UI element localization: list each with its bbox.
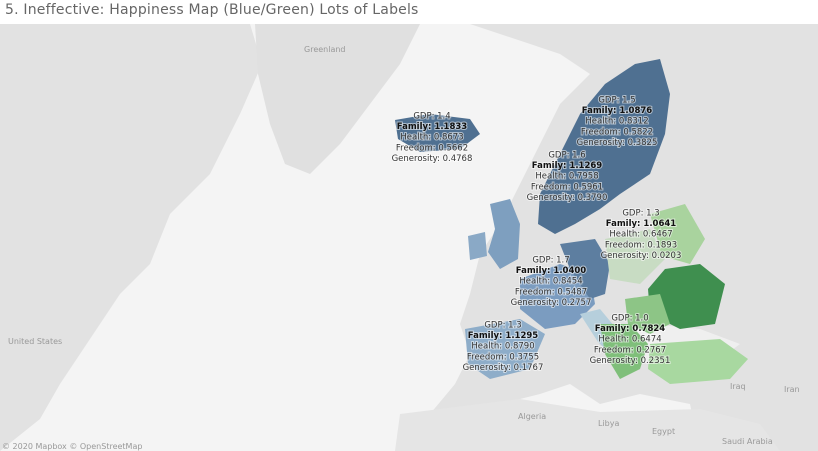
map-label: United States: [8, 337, 62, 346]
map-label: Greenland: [304, 45, 346, 54]
map-label: Saudi Arabia: [722, 437, 773, 446]
country-label: Freedom: 0.1893: [605, 240, 677, 250]
country-label: Generosity: 0.4768: [392, 154, 473, 164]
map-label: Egypt: [652, 427, 675, 436]
title: 5. Ineffective: Happiness Map (Blue/Gree…: [5, 2, 419, 18]
country-label: Health: 0.6467: [609, 230, 672, 240]
country-label: Family: 1.0876: [582, 106, 653, 116]
country-label: GDP: 1.5: [598, 96, 635, 106]
spain: [465, 319, 545, 379]
attribution: © 2020 Mapbox © OpenStreetMap: [2, 442, 142, 451]
north-america: [0, 24, 262, 451]
country-label: Freedom: 0.5662: [396, 143, 468, 153]
country-label: Generosity: 0.0203: [601, 251, 682, 261]
iceland: [395, 114, 480, 152]
country-label: GDP: 1.3: [484, 321, 521, 331]
ukraine: [648, 264, 725, 329]
country-label: Freedom: 0.3755: [467, 352, 539, 362]
country-label: GDP: 1.0: [611, 314, 648, 324]
country-label: GDP: 1.7: [532, 256, 569, 266]
country-label: Health: 0.8312: [585, 117, 648, 127]
country-label: Family: 1.1833: [397, 122, 468, 132]
country-label: Freedom: 0.5961: [531, 182, 603, 192]
country-label: Health: 0.8454: [519, 277, 582, 287]
country-label: Family: 1.0400: [516, 266, 587, 276]
balkans: [600, 324, 648, 379]
country-label: Family: 1.1269: [532, 161, 603, 171]
country-label: Freedom: 0.2767: [594, 345, 666, 355]
map-label: Iraq: [730, 382, 746, 391]
north-africa: [395, 399, 780, 451]
romania: [625, 294, 670, 334]
scandinavia: [538, 59, 670, 234]
country-label: Health: 0.8673: [400, 133, 463, 143]
country-label: Freedom: 0.5822: [581, 127, 653, 137]
country-label: Family: 1.1295: [468, 331, 539, 341]
poland: [605, 229, 665, 284]
map-label: Libya: [598, 419, 619, 428]
country-label: Family: 0.7824: [595, 324, 666, 334]
turkey: [648, 339, 748, 384]
map: Greenland United States Algeria Libya Egypt I…: [0, 24, 818, 451]
map-label: Algeria: [518, 412, 546, 421]
country-label: Generosity: 0.2351: [590, 356, 671, 366]
country-label: GDP: 1.4: [413, 112, 450, 122]
belarus: [650, 204, 705, 264]
uk: [488, 199, 520, 269]
country-label: Freedom: 0.5487: [515, 287, 587, 297]
country-label: Family: 1.0641: [606, 219, 677, 229]
country-label: Health: 0.8790: [471, 342, 534, 352]
country-label: Health: 0.6474: [598, 335, 661, 345]
map-label: Iran: [784, 385, 800, 394]
country-label: Health: 0.7958: [535, 172, 598, 182]
country-label: Generosity: 0.1767: [463, 363, 544, 373]
country-label: GDP: 1.3: [622, 209, 659, 219]
country-label: GDP: 1.6: [548, 151, 585, 161]
country-label: Generosity: 0.3790: [527, 193, 608, 203]
greenland: [255, 24, 420, 174]
germany: [560, 239, 610, 299]
ireland: [468, 232, 487, 260]
country-label: Generosity: 0.2757: [511, 298, 592, 308]
france: [520, 264, 595, 329]
country-label: Generosity: 0.3825: [577, 138, 658, 148]
